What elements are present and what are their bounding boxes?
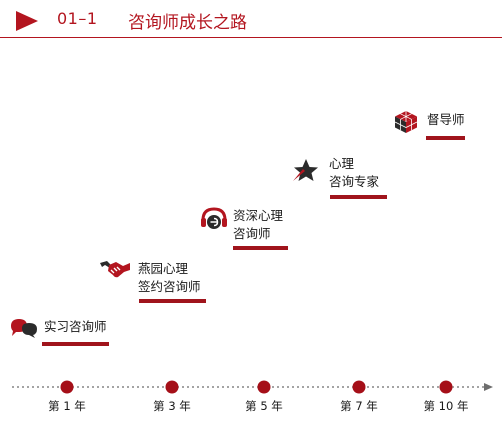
timeline <box>12 380 493 394</box>
stage-label-line: 签约咨询师 <box>138 279 201 294</box>
timeline-tick-label: 第 7 年 <box>340 399 378 413</box>
timeline-dot <box>352 380 366 394</box>
timeline-tick-label: 第 5 年 <box>245 399 283 413</box>
stage-label: 燕园心理 签约咨询师 <box>138 260 201 296</box>
handshake-icon <box>100 261 130 278</box>
stage-label: 督导师 <box>427 111 465 129</box>
stage-label: 实习咨询师 <box>44 318 107 336</box>
timeline-dot <box>439 380 453 394</box>
cube-icon <box>394 111 418 133</box>
section-number: 01–1 <box>57 9 98 28</box>
stage-underline <box>42 342 109 346</box>
stage-label-line: 实习咨询师 <box>44 319 107 334</box>
star-icon <box>293 159 318 181</box>
page-title: 咨询师成长之路 <box>128 13 247 33</box>
play-triangle-icon <box>16 11 38 31</box>
stage-label-line: 燕园心理 <box>138 261 189 276</box>
stage-label-line: 咨询专家 <box>329 174 380 189</box>
timeline-dot <box>60 380 74 394</box>
speech-bubbles-icon <box>11 319 37 338</box>
stage-label-line: 心理 <box>329 156 355 171</box>
stage-underline <box>233 246 288 250</box>
header-divider <box>0 37 502 38</box>
headset-icon <box>201 207 227 229</box>
timeline-dot <box>165 380 179 394</box>
stage-label-line: 咨询师 <box>233 226 271 241</box>
stage-label: 资深心理 咨询师 <box>233 207 283 243</box>
timeline-tick-label: 第 10 年 <box>423 399 469 413</box>
stage-underline <box>426 136 465 140</box>
stage-label-line: 督导师 <box>427 112 465 127</box>
stage-label: 心理 咨询专家 <box>329 155 379 191</box>
arrow-right-icon <box>484 383 493 391</box>
timeline-tick-label: 第 1 年 <box>48 399 86 413</box>
stage-label-line: 资深心理 <box>233 208 284 223</box>
timeline-dot <box>257 380 271 394</box>
stage-underline <box>330 195 387 199</box>
stage-underline <box>139 299 206 303</box>
timeline-tick-label: 第 3 年 <box>153 399 191 413</box>
